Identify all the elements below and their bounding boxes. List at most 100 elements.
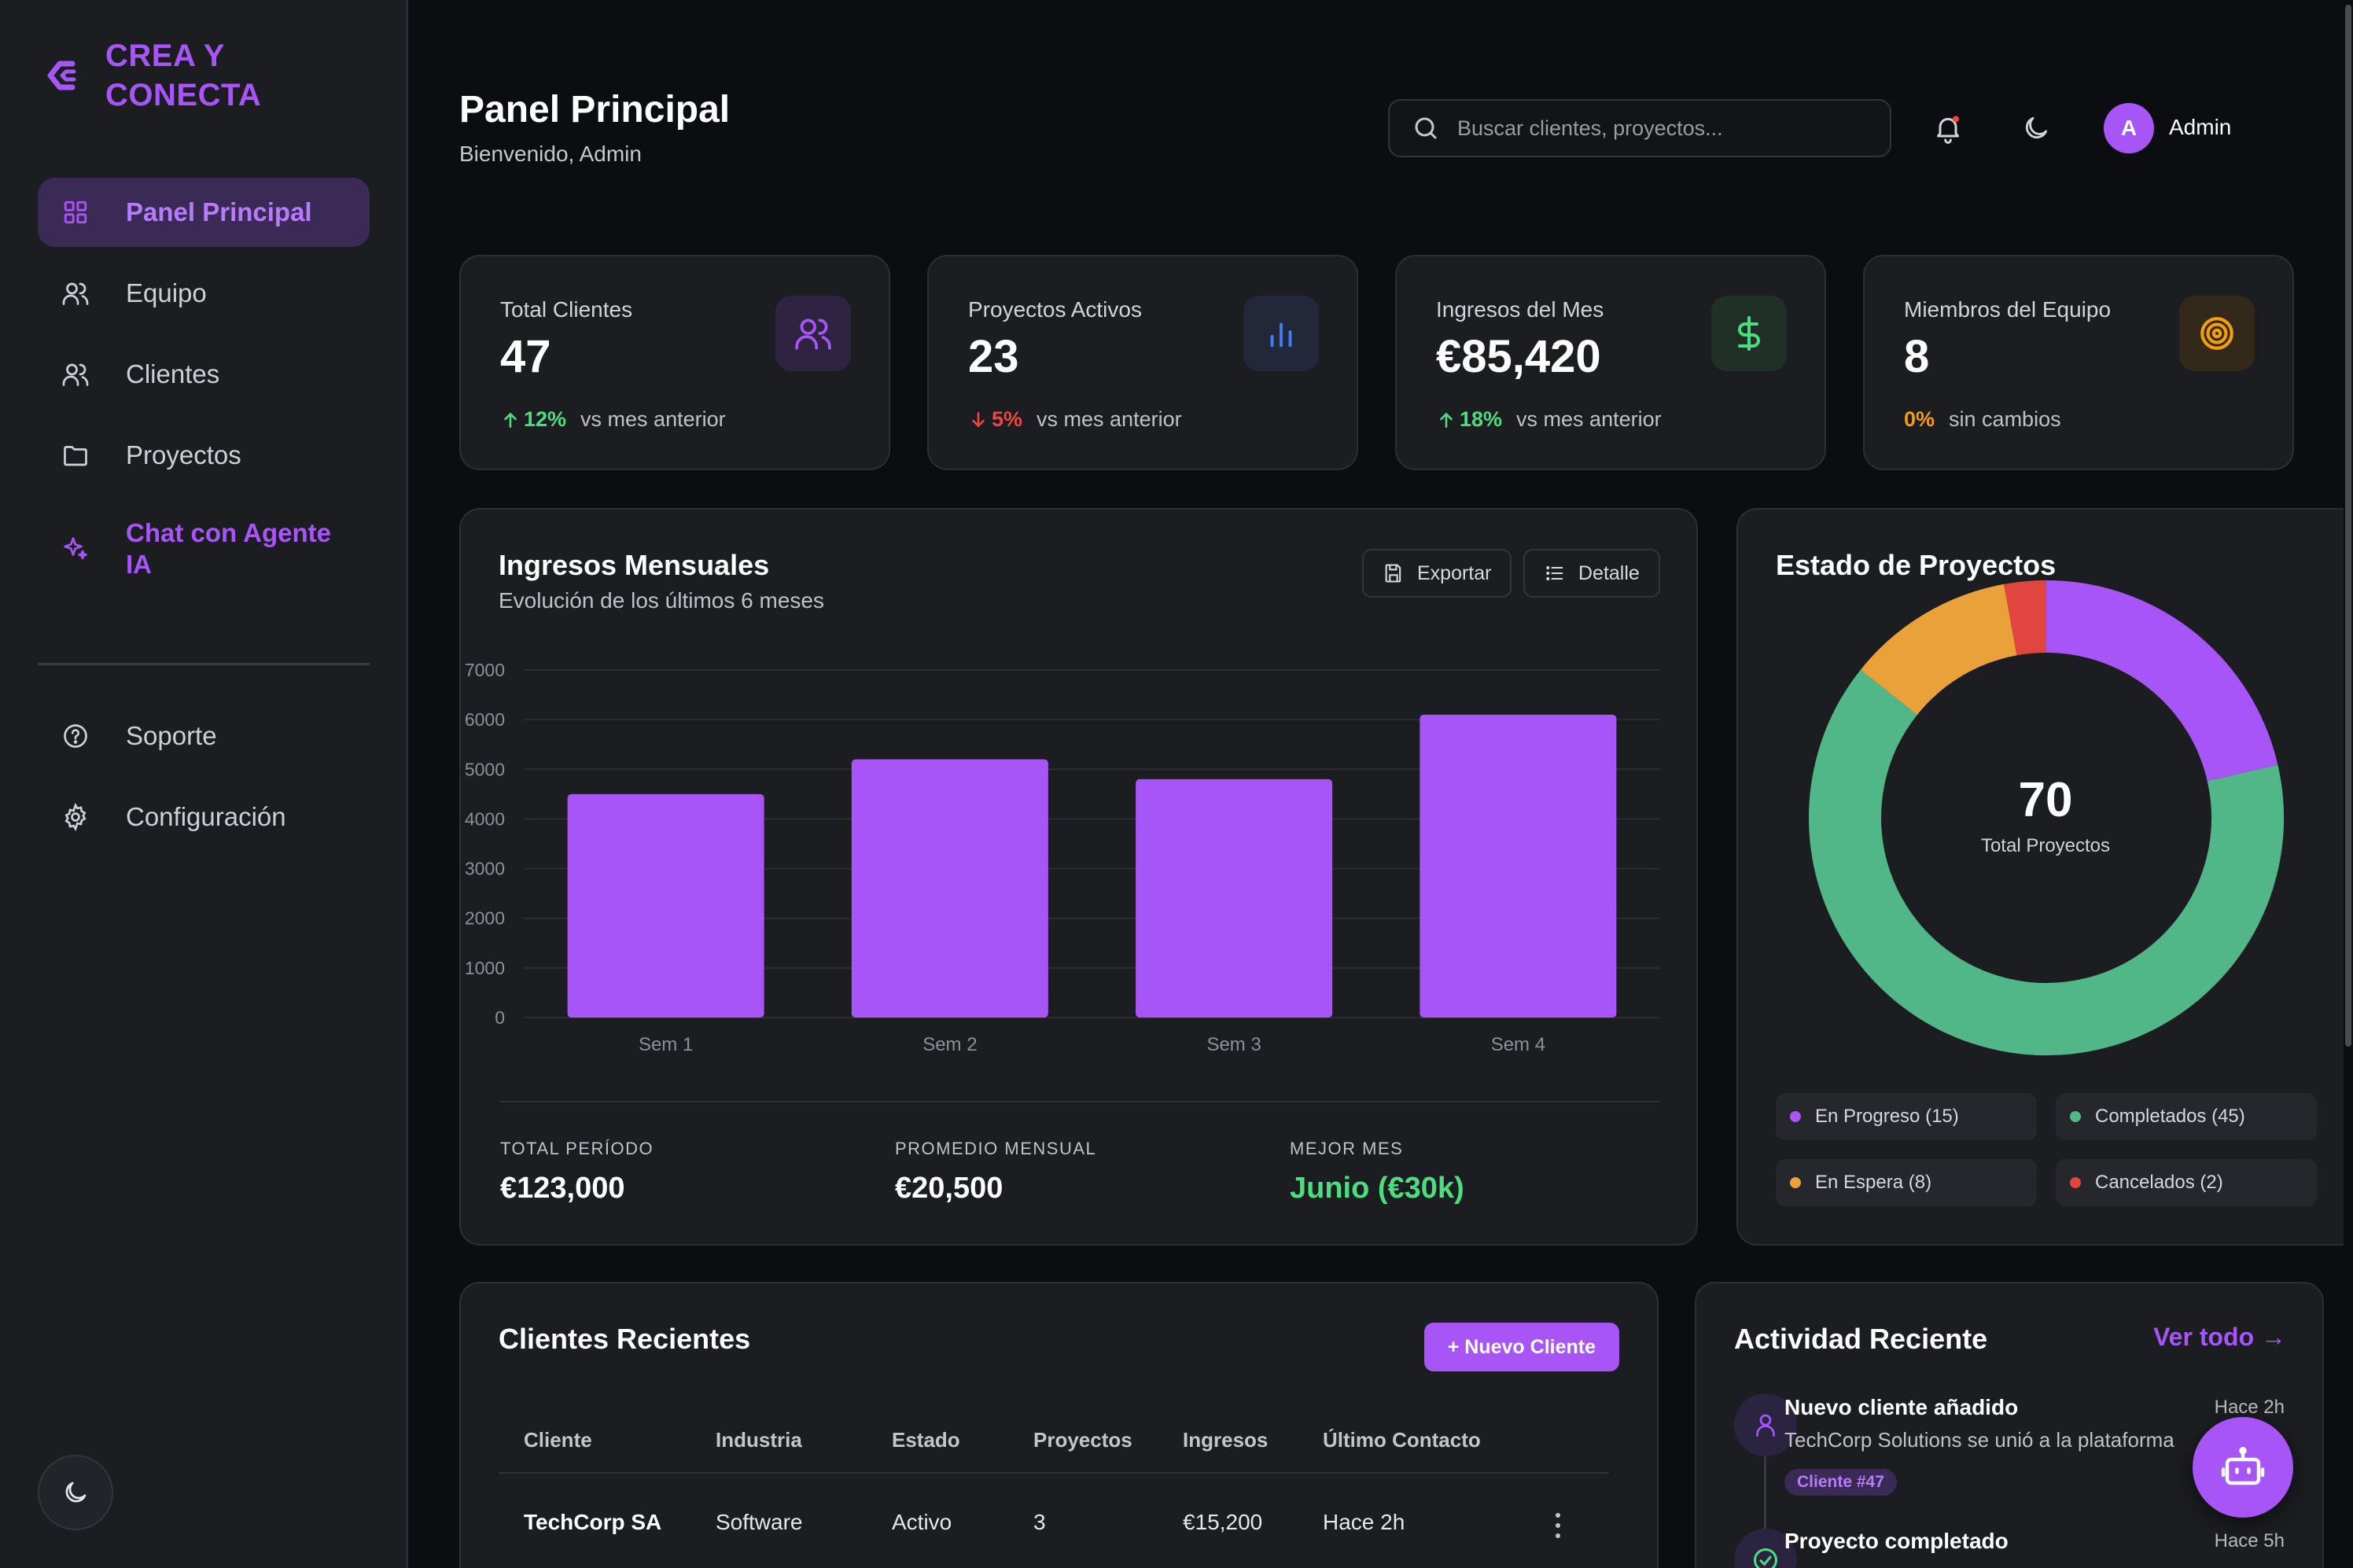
sidebar-item-proyectos[interactable]: Proyectos [38,421,370,490]
detail-label: Detalle [1578,561,1640,584]
sidebar-item-panel-principal[interactable]: Panel Principal [38,178,370,247]
donut-slice-cancelados[interactable] [2004,580,2047,656]
brand-name: CREA Y CONECTA [105,39,262,112]
column-header-ingresos[interactable]: Ingresos [1183,1428,1269,1452]
stat-icon [775,296,851,371]
stat-change: 12% vs mes anterior [500,407,726,432]
stat-change-pct: 18% [1460,407,1503,431]
moon-icon [2025,116,2048,139]
sidebar-item-configuracion[interactable]: Configuración [38,782,370,852]
donut-slice-en-progreso[interactable] [2046,580,2278,782]
summary-best-label: MEJOR MES [1290,1139,1404,1158]
list-icon [1544,562,1566,584]
legend-label: Completados (45) [2095,1106,2245,1127]
column-header-estado[interactable]: Estado [892,1428,960,1452]
activity-badge[interactable]: Cliente #47 [1784,1469,1897,1496]
scrollbar-thumb[interactable] [2345,5,2351,1047]
legend-en-espera: En Espera (8) [1776,1159,2037,1206]
grid-icon [60,197,91,228]
search-input[interactable]: Buscar clientes, proyectos... [1388,99,1891,157]
cell-industria: Software [716,1510,803,1534]
page-title: Panel Principal [459,89,731,131]
cell-ultimo-contacto: Hace 2h [1323,1510,1405,1534]
brand[interactable]: CREA Y CONECTA [42,36,261,115]
stat-icon [1243,296,1319,371]
sidebar-item-soporte[interactable]: Soporte [38,701,370,771]
legend-en-progreso: En Progreso (15) [1776,1093,2037,1140]
user-name[interactable]: Admin [2169,115,2232,139]
export-button[interactable]: Exportar [1362,549,1512,598]
bar[interactable] [851,759,1048,1018]
sidebar-item-equipo[interactable]: Equipo [38,259,370,328]
legend-label: En Espera (8) [1815,1172,1932,1193]
sidebar-item-label: Panel Principal [126,197,312,226]
donut-slice-completados[interactable] [1809,669,2284,1055]
sparkles-icon [60,533,91,565]
sidebar-item-clientes[interactable]: Clientes [38,340,370,409]
y-tick-label: 0 [495,1007,505,1028]
donut-slice-en-espera[interactable] [1860,583,2018,716]
revenue-bar-chart: 0 1000 2000 3000 4000 5000 6000 7000 Sem 1 Sem 2 S… [465,660,1660,1055]
cell-cliente: TechCorp SA [524,1510,662,1534]
detail-button[interactable]: Detalle [1523,549,1660,598]
legend-dot [1790,1111,1801,1122]
row-menu-icon[interactable] [1546,1510,1570,1541]
column-header-cliente[interactable]: Cliente [524,1428,592,1452]
help-circle-icon [60,720,91,752]
notifications-button[interactable] [1928,109,1968,148]
bar[interactable] [1420,714,1617,1018]
sidebar-item-chat-agente-ia[interactable]: Chat con Agente IA [38,502,370,596]
users-icon [60,359,91,390]
recent-activity-title: Actividad Reciente [1734,1323,1988,1355]
x-tick-label: Sem 2 [922,1034,977,1055]
column-header-industria[interactable]: Industria [716,1428,802,1452]
x-tick-label: Sem 3 [1206,1034,1261,1055]
cell-proyectos: 3 [1033,1510,1046,1534]
view-all-link[interactable]: Ver todo → [2153,1323,2286,1351]
users-icon [795,318,831,350]
legend-label: En Progreso (15) [1815,1106,1959,1127]
activity-icon [1734,1393,1797,1456]
stat-card-miembros-equipo: Miembros del Equipo 8 0% sin cambios [1863,255,2294,470]
column-header-ultimo-contacto[interactable]: Último Contacto [1323,1428,1481,1452]
y-tick-label: 1000 [465,958,505,978]
x-tick-label: Sem 4 [1491,1034,1545,1055]
avatar[interactable]: A [2104,103,2154,153]
theme-toggle-button[interactable] [38,1455,113,1530]
bar-chart-icon [1270,322,1292,348]
bot-icon [2221,1447,2265,1485]
project-status-card: Estado de Proyectos 70 Total Proyectos E… [1736,508,2353,1246]
sidebar-item-label: Clientes [126,359,220,388]
activity-title: Nuevo cliente añadido [1784,1395,2019,1419]
ai-assistant-button[interactable] [2193,1417,2293,1518]
page-subtitle: Bienvenido, Admin [459,142,642,166]
stat-value: 47 [500,331,551,382]
bar[interactable] [567,793,764,1018]
sidebar: CREA Y CONECTA Panel Principal Equipo Cl… [0,0,408,1568]
moon-icon [65,1482,87,1503]
stat-change-note: sin cambios [1949,407,2061,431]
timeline-line [1764,1448,1766,1566]
column-header-proyectos[interactable]: Proyectos [1033,1428,1132,1452]
stat-change: 5% vs mes anterior [968,407,1182,432]
bar[interactable] [1136,778,1333,1018]
legend-label: Cancelados (2) [2095,1172,2223,1193]
stat-change-pct: 12% [524,407,567,431]
stat-label: Miembros del Equipo [1904,297,2112,322]
stat-card-ingresos-mes: Ingresos del Mes €85,420 18% vs mes ante… [1395,255,1826,470]
stat-change: 18% vs mes anterior [1436,407,1662,432]
bell-icon [1937,116,1959,144]
user-icon [1756,1414,1775,1437]
sidebar-item-label: Configuración [126,802,286,831]
summary-average-value: €20,500 [895,1172,1003,1205]
stat-card-proyectos-activos: Proyectos Activos 23 5% vs mes anterior [927,255,1358,470]
cell-ingresos: €15,200 [1183,1510,1263,1534]
summary-average-label: PROMEDIO MENSUAL [895,1139,1097,1158]
stat-change: 0% sin cambios [1904,407,2061,432]
legend-dot [2070,1111,2081,1122]
new-client-button[interactable]: + Nuevo Cliente [1423,1323,1619,1371]
cell-estado: Activo [892,1510,952,1534]
legend-dot [1790,1177,1801,1188]
search-icon [1415,117,1437,139]
dark-mode-button[interactable] [2016,109,2056,148]
